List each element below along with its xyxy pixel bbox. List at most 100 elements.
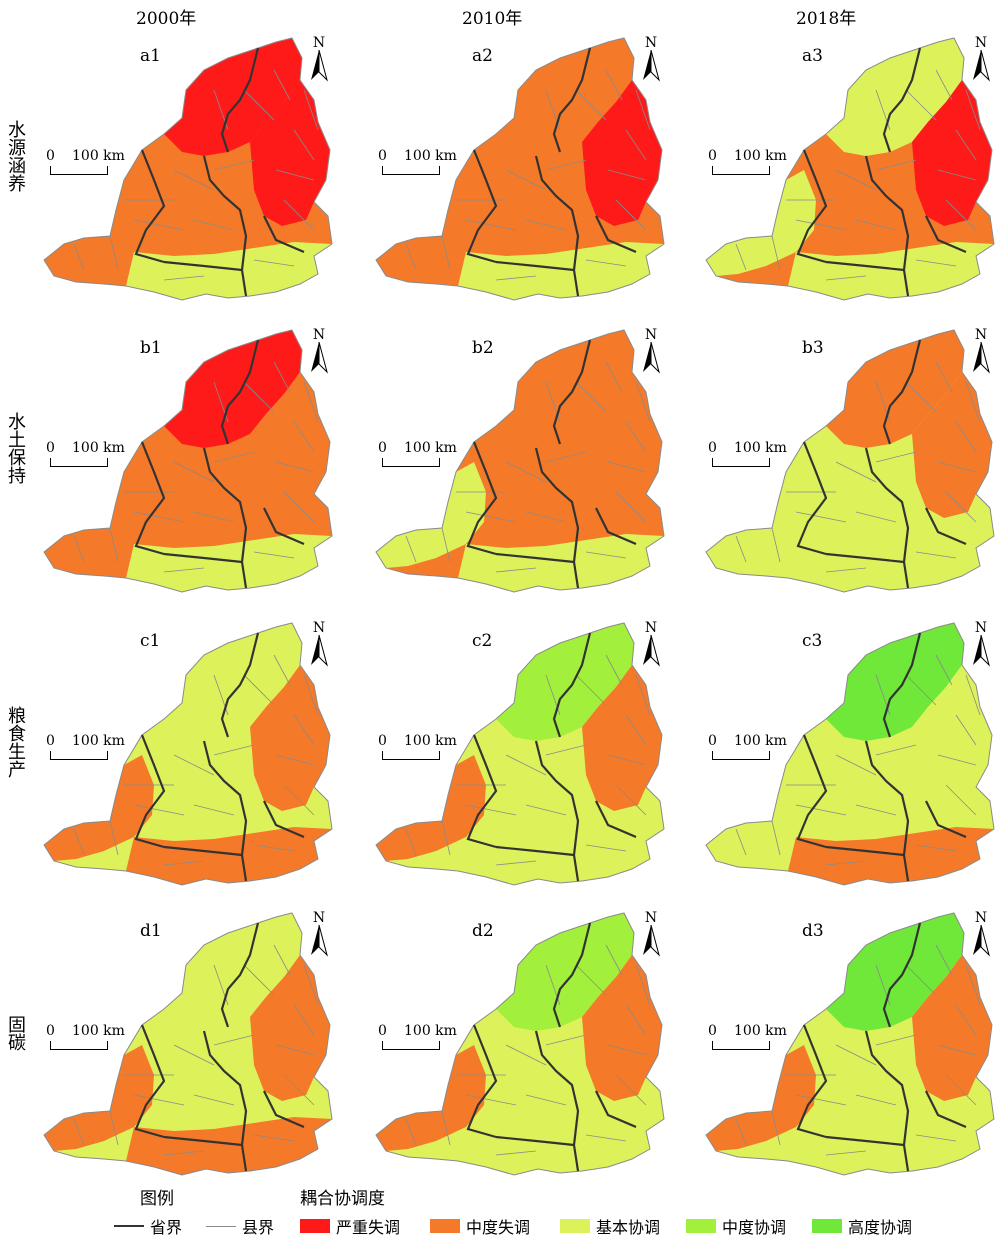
- province-boundary: [552, 632, 592, 738]
- county-boundary: [795, 804, 847, 816]
- north-arrow-left-half: [643, 635, 651, 665]
- county-boundary: [293, 1004, 315, 1036]
- province-boundary: [925, 1090, 967, 1129]
- county-boundary: [575, 381, 607, 413]
- county-boundary: [283, 1074, 315, 1106]
- county-boundary: [405, 243, 417, 271]
- region-outline: [375, 912, 665, 1176]
- province-boundary: [595, 507, 637, 546]
- scale-distance-label: 100 km: [72, 148, 125, 164]
- region-zone-west: [44, 755, 154, 861]
- scale-distance-label: 100 km: [72, 1023, 125, 1039]
- county-boundary: [545, 1034, 587, 1046]
- county-boundary: [795, 219, 847, 231]
- county-boundary: [585, 1134, 627, 1142]
- region-zone-south: [126, 242, 332, 300]
- north-arrow-left-half: [643, 925, 651, 955]
- region-zone-south: [126, 827, 332, 885]
- county-boundary: [615, 199, 647, 231]
- map-c3: [705, 622, 995, 886]
- county-boundary: [193, 511, 235, 523]
- county-boundary: [965, 964, 981, 1006]
- county-boundary: [955, 714, 977, 746]
- region-zone-south: [126, 1117, 332, 1175]
- map-c2: [375, 622, 665, 886]
- scale-bar: 0 100 km: [46, 148, 130, 178]
- province-boundary: [495, 845, 575, 857]
- scale-distance-label: 100 km: [404, 148, 457, 164]
- province-boundary: [466, 441, 498, 556]
- county-boundary: [575, 674, 607, 706]
- row-label-food-production: 粮食生产: [5, 706, 26, 778]
- county-boundary: [495, 567, 537, 573]
- region-zone-south: [458, 534, 664, 592]
- county-boundary: [173, 1044, 215, 1066]
- panel-label: c1: [140, 631, 161, 651]
- county-boundary: [465, 511, 517, 523]
- map-b1: [43, 329, 333, 593]
- county-boundary: [213, 1034, 255, 1046]
- county-boundary: [163, 275, 205, 281]
- county-boundary: [213, 451, 255, 463]
- north-arrow-left-half: [311, 342, 319, 372]
- legend-class-label: 高度协调: [848, 1218, 913, 1237]
- county-boundary: [835, 169, 877, 191]
- county-line-swatch: [206, 1225, 236, 1227]
- county-boundary: [585, 844, 627, 852]
- north-arrow-left-half: [643, 342, 651, 372]
- county-boundary: [905, 89, 937, 121]
- province-boundary: [163, 845, 243, 857]
- county-boundary: [545, 744, 587, 756]
- province-boundary: [825, 845, 905, 857]
- north-arrow-icon: N: [311, 620, 328, 667]
- region-zone-north: [826, 623, 964, 741]
- swatch-basic: [560, 1219, 590, 1233]
- north-label: N: [645, 327, 657, 343]
- panel-label: a3: [802, 46, 823, 66]
- county-boundary: [293, 129, 315, 161]
- province-boundary: [796, 441, 828, 556]
- county-boundary: [945, 199, 977, 231]
- north-label: N: [313, 910, 325, 926]
- region-zone-west: [706, 755, 816, 861]
- county-boundary: [283, 199, 315, 231]
- region-zone-west: [376, 170, 486, 276]
- county-boundary: [955, 1004, 977, 1036]
- north-arrow-right-half: [650, 924, 660, 957]
- county-boundary: [835, 754, 877, 776]
- region-outline: [705, 37, 995, 301]
- county-boundary: [133, 1094, 185, 1106]
- legend-county-boundary: 县界: [206, 1214, 274, 1238]
- scale-bar-line: [50, 751, 108, 760]
- county-boundary: [855, 804, 897, 816]
- county-boundary: [525, 511, 567, 523]
- county-boundary: [465, 804, 517, 816]
- county-boundary: [937, 1044, 977, 1056]
- region-zone-north: [496, 330, 634, 448]
- county-boundary: [607, 754, 647, 766]
- map-d1: [43, 912, 333, 1176]
- region-zone-north: [826, 913, 964, 1031]
- county-boundary: [875, 159, 917, 171]
- north-label: N: [975, 327, 987, 343]
- legend-class-moderate-imbalance: 中度失调: [430, 1214, 530, 1238]
- scale-distance-label: 100 km: [734, 148, 787, 164]
- north-arrow-icon: N: [973, 327, 990, 374]
- north-arrow-icon: N: [643, 35, 660, 82]
- north-arrow-right-half: [980, 341, 990, 374]
- region-zone-east: [912, 665, 992, 811]
- map-b2: [375, 329, 665, 593]
- county-boundary: [915, 259, 957, 267]
- region-outline: [705, 329, 995, 593]
- county-boundary: [163, 567, 205, 573]
- province-boundary: [220, 47, 260, 153]
- province-boundary: [263, 507, 305, 546]
- region-zone-north: [496, 913, 634, 1031]
- county-boundary: [193, 219, 235, 231]
- county-boundary: [275, 1044, 315, 1056]
- county-boundary: [615, 784, 647, 816]
- province-boundary: [595, 1090, 637, 1129]
- scale-bar: 0 100 km: [378, 440, 462, 470]
- county-boundary: [935, 944, 953, 976]
- county-boundary: [243, 89, 275, 121]
